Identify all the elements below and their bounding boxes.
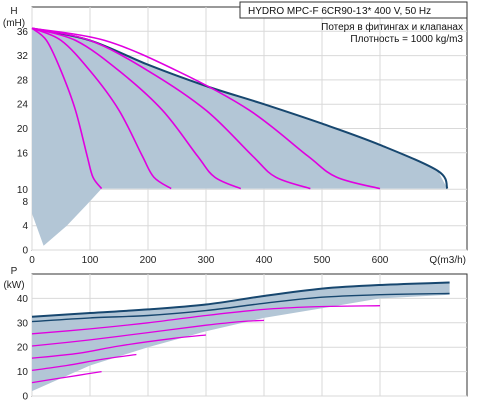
chart-title: HYDRO MPC-F 6CR90-1 [248, 6, 362, 17]
qh-curve-2 [31, 27, 172, 190]
power-curve-6 [31, 370, 102, 384]
info-box: HYDRO MPC-F 6CR90-1 3* 400 V, 50 Hz Поте… [239, 1, 468, 45]
chart-note-losses: Потеря в фитингах и клапанах [321, 21, 463, 33]
bottom-y-unit: (kW) [3, 280, 24, 291]
top-ticks: 0 100 200 300 400 500 600 0 4 810 16 20 24 28 32 36 [17, 27, 389, 266]
power-curve-2 [31, 305, 381, 335]
bottom-y-tick-label: 30 [17, 318, 29, 329]
top-y-tick-label: 4 [22, 221, 28, 232]
power-curve-1 [31, 292, 450, 323]
top-y-tick-label: 24 [17, 100, 29, 111]
max-power-curve [31, 281, 450, 318]
top-x-tick-label: 600 [372, 255, 389, 266]
top-y-tick-label: 16 [17, 148, 29, 159]
chart-spec: 3* 400 V, 50 Hz [362, 6, 431, 17]
qh-curve-4 [31, 27, 311, 190]
bottom-y-label: P [11, 266, 18, 277]
power-curve-3 [31, 319, 265, 347]
bottom-ticks: 0 10 20 30 40 [17, 294, 29, 400]
operating-area [32, 28, 448, 246]
top-y-tick-label: 0 [22, 246, 28, 257]
top-x-tick-label: 500 [314, 255, 331, 266]
qh-curve-1 [31, 27, 103, 190]
bottom-y-tick-label: 10 [17, 367, 29, 378]
top-x-tick-label: 0 [29, 255, 35, 266]
top-y-unit: (mH) [3, 18, 25, 29]
top-y-tick-label: 36 [17, 27, 29, 38]
top-y-tick-label: 20 [17, 124, 29, 135]
chart-note-density: Плотность = 1000 kg/m3 [350, 34, 463, 45]
top-y-tick-label: 28 [17, 75, 29, 86]
top-x-label: Q(m3/h) [429, 255, 466, 266]
bottom-y-tick-label: 40 [17, 294, 29, 305]
power-curve-4 [31, 334, 207, 359]
top-curves [31, 27, 381, 190]
power-curve-5 [31, 353, 137, 372]
bottom-y-tick-label: 20 [17, 343, 29, 354]
top-y-label: H [10, 6, 17, 17]
top-x-tick-label: 400 [256, 255, 273, 266]
top-x-tick-label: 100 [82, 255, 99, 266]
bottom-curves [31, 292, 450, 384]
top-x-tick-label: 300 [198, 255, 215, 266]
top-y-tick-label: 10 [17, 185, 29, 196]
top-envelope [31, 27, 449, 246]
top-y-tick-label: 8 [22, 197, 28, 208]
bottom-y-tick-label: 0 [22, 392, 28, 400]
qh-curve-5 [31, 27, 381, 190]
top-x-tick-label: 200 [140, 255, 157, 266]
max-head-curve [31, 27, 449, 190]
top-y-tick-label: 32 [17, 51, 29, 62]
qh-curve-3 [31, 27, 242, 190]
